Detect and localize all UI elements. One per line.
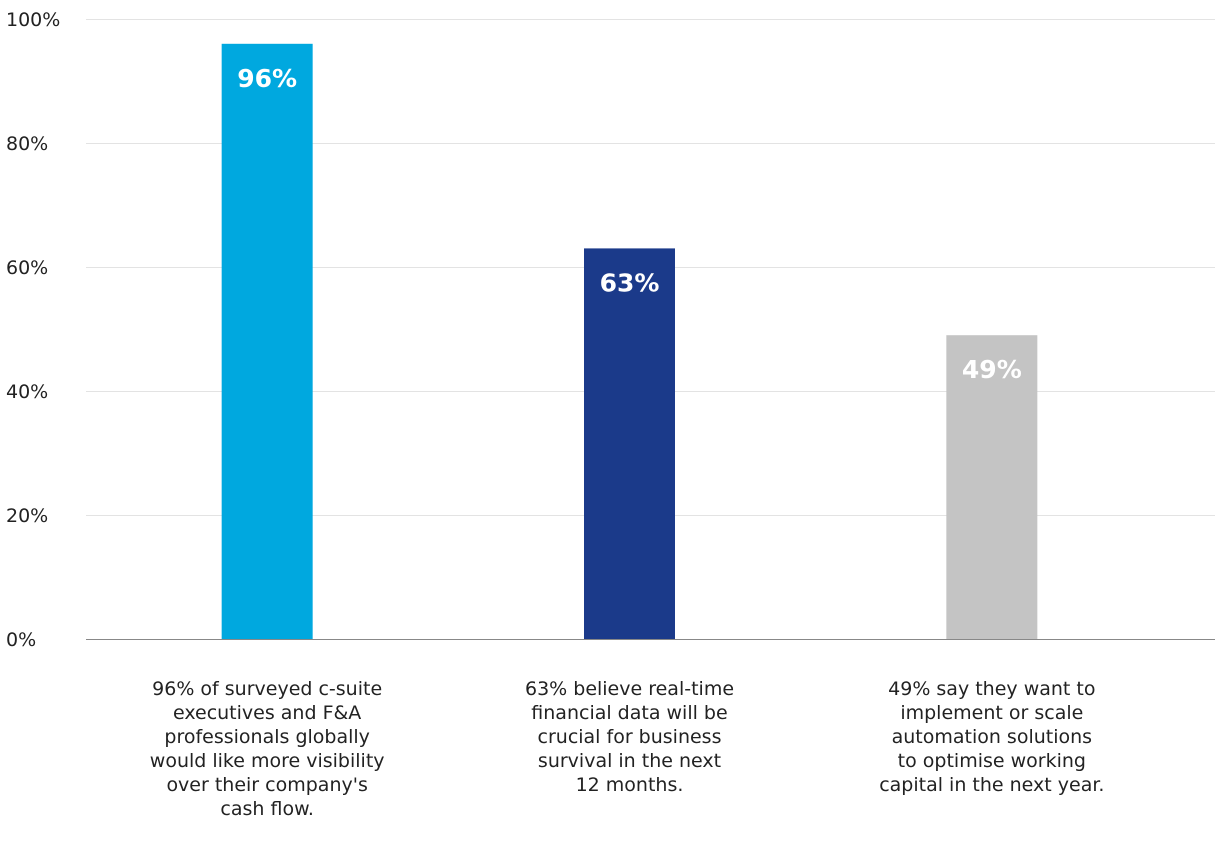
category-label: 49% say they want to implement or scale … xyxy=(879,678,1105,796)
bar-value-label: 49% xyxy=(962,355,1022,384)
y-tick-label: 100% xyxy=(6,9,60,31)
bar xyxy=(946,335,1038,639)
bar xyxy=(221,43,313,640)
bar xyxy=(584,248,675,639)
bar-value-label: 63% xyxy=(600,268,660,297)
y-tick-label: 80% xyxy=(6,133,48,155)
y-tick-label: 60% xyxy=(6,257,48,279)
data-labels: 96% 63% 49% xyxy=(237,64,1022,384)
y-tick-label: 40% xyxy=(6,381,48,403)
y-tick-label: 20% xyxy=(6,505,48,527)
y-tick-label: 0% xyxy=(6,629,36,651)
category-label: 96% of surveyed c-suite executives and F… xyxy=(149,678,385,820)
y-axis: 0% 20% 40% 60% 80% 100% xyxy=(6,9,60,651)
category-label: 63% believe real-time financial data wil… xyxy=(524,678,735,796)
bars xyxy=(221,43,1038,640)
bar-value-label: 96% xyxy=(237,64,297,93)
